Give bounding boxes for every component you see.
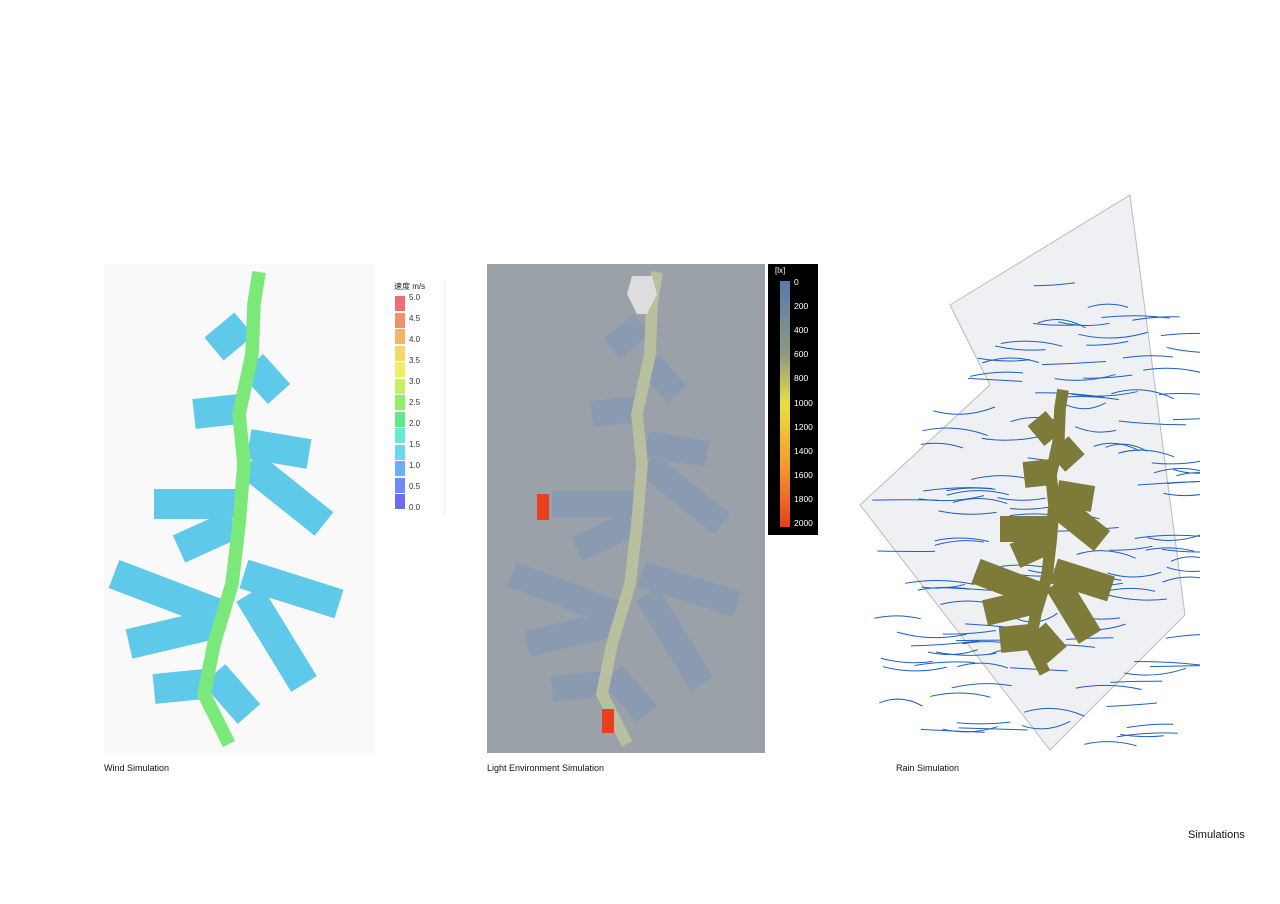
building-wing — [214, 674, 249, 714]
rain-flow-line — [930, 693, 990, 697]
wind-legend-label: 5.0 — [409, 293, 420, 302]
rain-flow-line — [1173, 416, 1200, 419]
light-legend-label: 1400 — [794, 446, 813, 456]
wind-legend-label: 0.0 — [409, 503, 420, 512]
wind-legend-title: 速度 m/s — [394, 281, 425, 292]
wind-legend-label: 1.0 — [409, 461, 420, 470]
wind-legend-label: 4.5 — [409, 314, 420, 323]
building-wing — [249, 464, 324, 524]
rain-flow-line — [874, 616, 920, 619]
rain-flow-line — [1120, 735, 1164, 737]
light-legend-label: 600 — [794, 349, 808, 359]
wind-legend-label: 2.0 — [409, 419, 420, 428]
building-wing — [252, 364, 279, 394]
building-wing — [154, 684, 204, 689]
wind-legend-swatch — [395, 296, 405, 311]
rain-flow-line — [1150, 666, 1200, 667]
building-wing — [527, 624, 612, 644]
light-caption: Light Environment Simulation — [487, 763, 604, 773]
rain-flow-line — [881, 658, 933, 663]
rain-flow-line — [1124, 668, 1186, 675]
rain-flow-line — [1127, 724, 1173, 728]
wind-legend-swatch — [395, 494, 405, 509]
wind-legend-swatch — [395, 428, 405, 443]
building-wing — [512, 574, 617, 614]
building-wing — [650, 364, 677, 394]
rain-flow-line — [1166, 634, 1200, 638]
rain-flow-line — [883, 667, 947, 671]
page-title: Simulations — [1188, 829, 1245, 841]
building-wing — [1015, 541, 1048, 556]
rain-flow-line — [1167, 348, 1200, 353]
wind-legend-label: 0.5 — [409, 482, 420, 491]
wind-speed-legend: 速度 m/s 5.0 4.5 4.0 3.5 3.0 2.5 2.0 1.5 1.0 0.5 0.0 — [392, 280, 445, 516]
wind-legend-swatch — [395, 461, 405, 476]
building-wing — [592, 409, 637, 414]
wind-legend-label: 1.5 — [409, 440, 420, 449]
light-legend-label: 1600 — [794, 470, 813, 480]
rain-flow-line — [957, 722, 1011, 724]
wind-legend-label: 3.5 — [409, 356, 420, 365]
illuminance-legend: [lx] 0 200 400 600 800 1000 1200 1400 1600 1800 20… — [768, 264, 818, 535]
wind-legend-swatch — [395, 478, 405, 493]
building-wing — [647, 444, 707, 454]
high-illuminance-area — [602, 709, 614, 733]
building-wing — [129, 624, 214, 644]
light-simulation-image — [487, 264, 765, 753]
light-legend-label: 400 — [794, 325, 808, 335]
wind-legend-swatch — [395, 329, 405, 344]
rain-flow-line — [897, 632, 966, 637]
building-wing — [179, 524, 234, 549]
wind-legend-swatch — [395, 362, 405, 377]
building-wing — [249, 594, 304, 684]
building-wing — [552, 684, 602, 689]
light-legend-label: 1800 — [794, 494, 813, 504]
light-legend-label: 1000 — [794, 398, 813, 408]
wind-legend-label: 3.0 — [409, 377, 420, 386]
rain-flow-line — [1107, 703, 1157, 706]
light-legend-label: 1200 — [794, 422, 813, 432]
illuminance-color-bar — [780, 281, 790, 527]
building-wing — [114, 574, 219, 614]
light-legend-label: 2000 — [794, 518, 813, 528]
rain-simulation-image — [850, 185, 1200, 760]
building-wing — [249, 444, 309, 454]
building-wing — [612, 324, 642, 349]
rain-flow-line — [879, 699, 922, 706]
wind-legend-swatch — [395, 313, 405, 328]
wind-legend-swatch — [395, 346, 405, 361]
light-legend-title: [lx] — [775, 266, 785, 275]
wind-caption: Wind Simulation — [104, 763, 169, 773]
building-wing — [577, 524, 632, 549]
wind-legend-swatch — [395, 412, 405, 427]
building-wing — [194, 409, 239, 414]
light-legend-label: 0 — [794, 277, 799, 287]
wind-legend-swatch — [395, 379, 405, 394]
light-legend-label: 200 — [794, 301, 808, 311]
building-wing — [985, 601, 1036, 613]
building-wing — [1036, 421, 1054, 436]
building-wing — [647, 594, 702, 684]
rain-flow-line — [943, 727, 998, 732]
wind-legend-swatch — [395, 395, 405, 410]
rain-flow-line — [1161, 333, 1200, 335]
wind-legend-label: 2.5 — [409, 398, 420, 407]
site-terrain — [860, 195, 1185, 750]
building-wing — [1057, 493, 1093, 499]
high-illuminance-area — [537, 494, 549, 520]
rain-flow-line — [928, 650, 978, 655]
light-legend-label: 800 — [794, 373, 808, 383]
rain-flow-line — [1084, 742, 1136, 746]
building-wing — [214, 324, 244, 349]
wind-legend-swatch — [395, 445, 405, 460]
building-wing — [647, 464, 722, 524]
rain-caption: Rain Simulation — [896, 763, 959, 773]
wind-simulation-image — [104, 264, 375, 753]
rain-flow-line — [1134, 662, 1200, 666]
wind-legend-label: 4.0 — [409, 335, 420, 344]
building-wing — [612, 674, 647, 714]
